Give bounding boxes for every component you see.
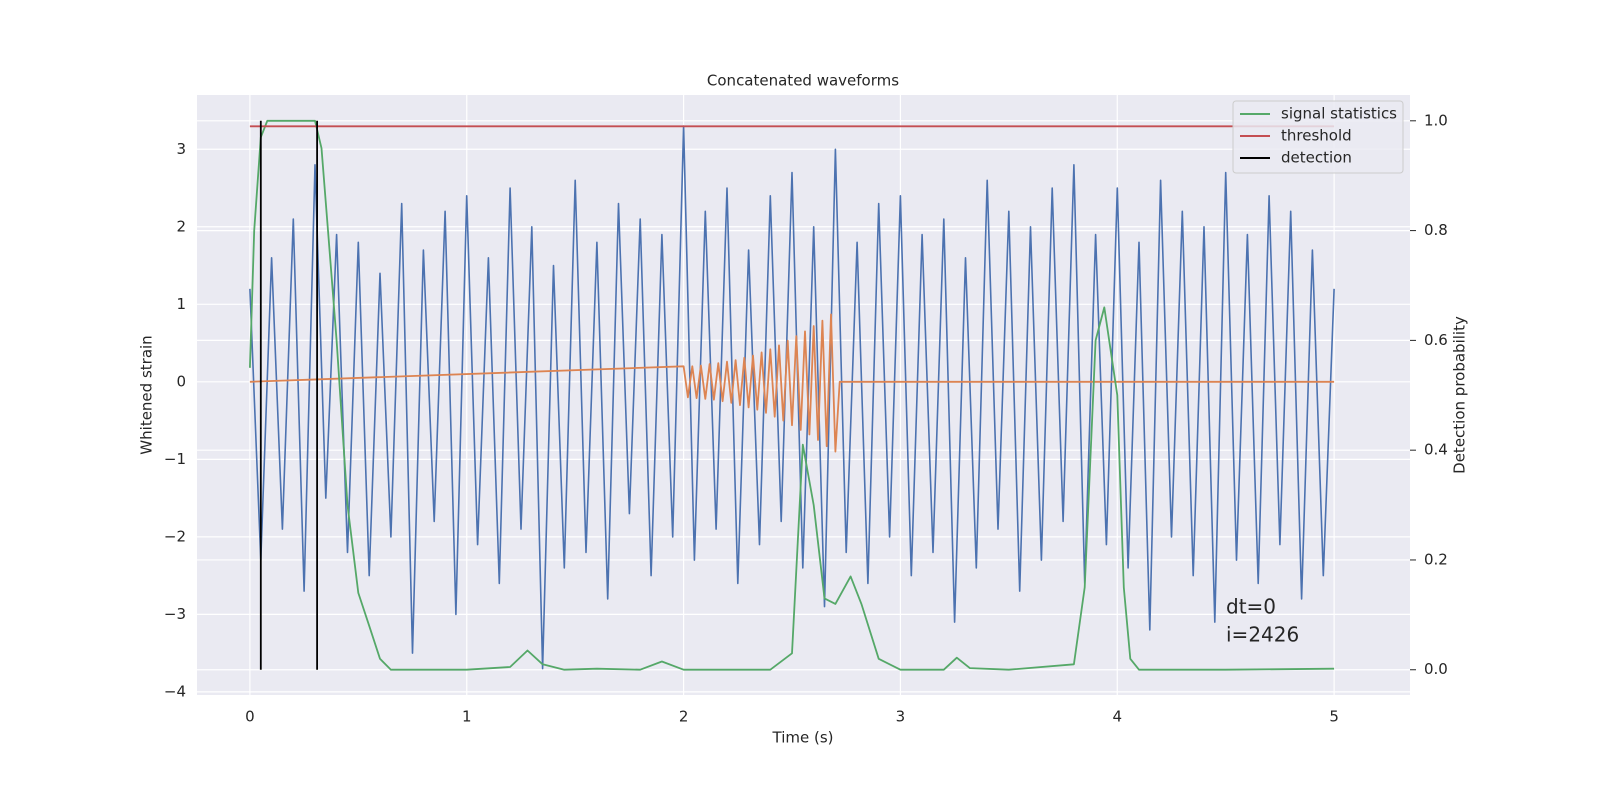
- x-tick-label: 1: [462, 708, 472, 726]
- annotation: dt=0: [1226, 595, 1276, 619]
- x-tick-label: 2: [679, 708, 689, 726]
- series-line: [249, 125, 1335, 670]
- legend-label: threshold: [1281, 127, 1352, 145]
- y-tick-label: 3: [176, 140, 186, 158]
- y2-tick-label: 0.8: [1424, 221, 1448, 239]
- y-tick-label: −4: [164, 682, 186, 700]
- legend-label: detection: [1281, 149, 1352, 167]
- y2-tick-label: 0.2: [1424, 550, 1448, 568]
- chart-title: Concatenated waveforms: [707, 72, 899, 90]
- y-tick-label: −2: [164, 527, 186, 545]
- y-tick-label: 0: [176, 372, 186, 390]
- series-line: [259, 120, 318, 670]
- y-tick-label: −3: [164, 605, 186, 623]
- y2-axis-label: Detection probability: [1451, 316, 1469, 474]
- x-tick-label: 3: [896, 708, 906, 726]
- x-tick-label: 5: [1329, 708, 1339, 726]
- marks: [249, 119, 1335, 671]
- legend-label: signal statistics: [1281, 105, 1397, 123]
- x-axis-label: Time (s): [772, 729, 834, 747]
- y-axis-label: Whitened strain: [138, 335, 156, 454]
- y-tick-label: −1: [164, 450, 186, 468]
- series-line: [249, 119, 1335, 671]
- annotation: i=2426: [1226, 623, 1299, 647]
- y2-tick-label: 0.6: [1424, 331, 1448, 349]
- series-line: [249, 313, 1335, 453]
- y-tick-label: 1: [176, 295, 186, 313]
- legend-box: [1232, 100, 1404, 174]
- legend: signal statistics threshold detection: [1232, 100, 1404, 174]
- y2-tick-label: 1.0: [1424, 111, 1448, 129]
- x-tick-label: 0: [245, 708, 255, 726]
- y2-tick-label: 0.0: [1424, 660, 1448, 678]
- y-tick-label: 2: [176, 217, 186, 235]
- x-tick-label: 4: [1112, 708, 1122, 726]
- y2-tick-label: 0.4: [1424, 441, 1448, 459]
